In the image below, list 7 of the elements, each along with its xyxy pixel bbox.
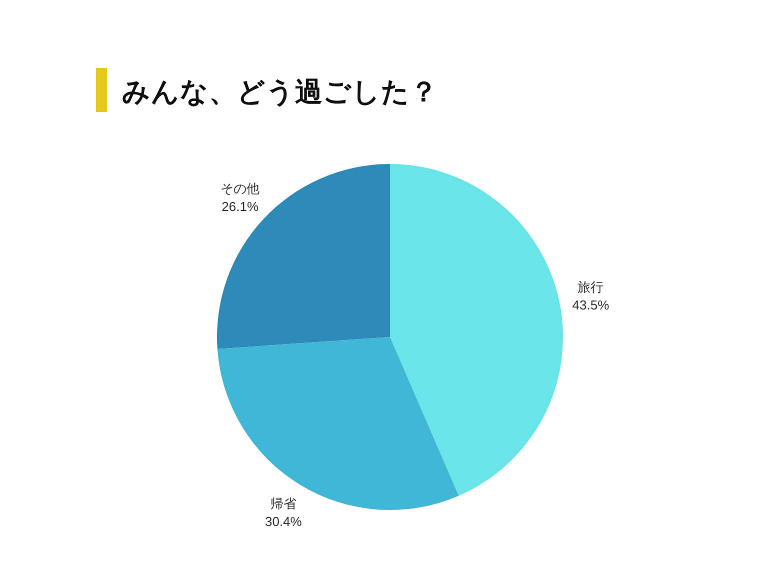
slice-label: 帰省 [270,496,296,512]
slice-label: 旅行 [578,279,604,294]
data-label: 43.5% [572,297,610,312]
chart-title: みんな、どう過ごした？ [122,76,438,107]
data-label: 26.1% [222,199,259,214]
data-label: 30.4% [265,514,302,530]
slice-label: その他 [220,181,260,196]
